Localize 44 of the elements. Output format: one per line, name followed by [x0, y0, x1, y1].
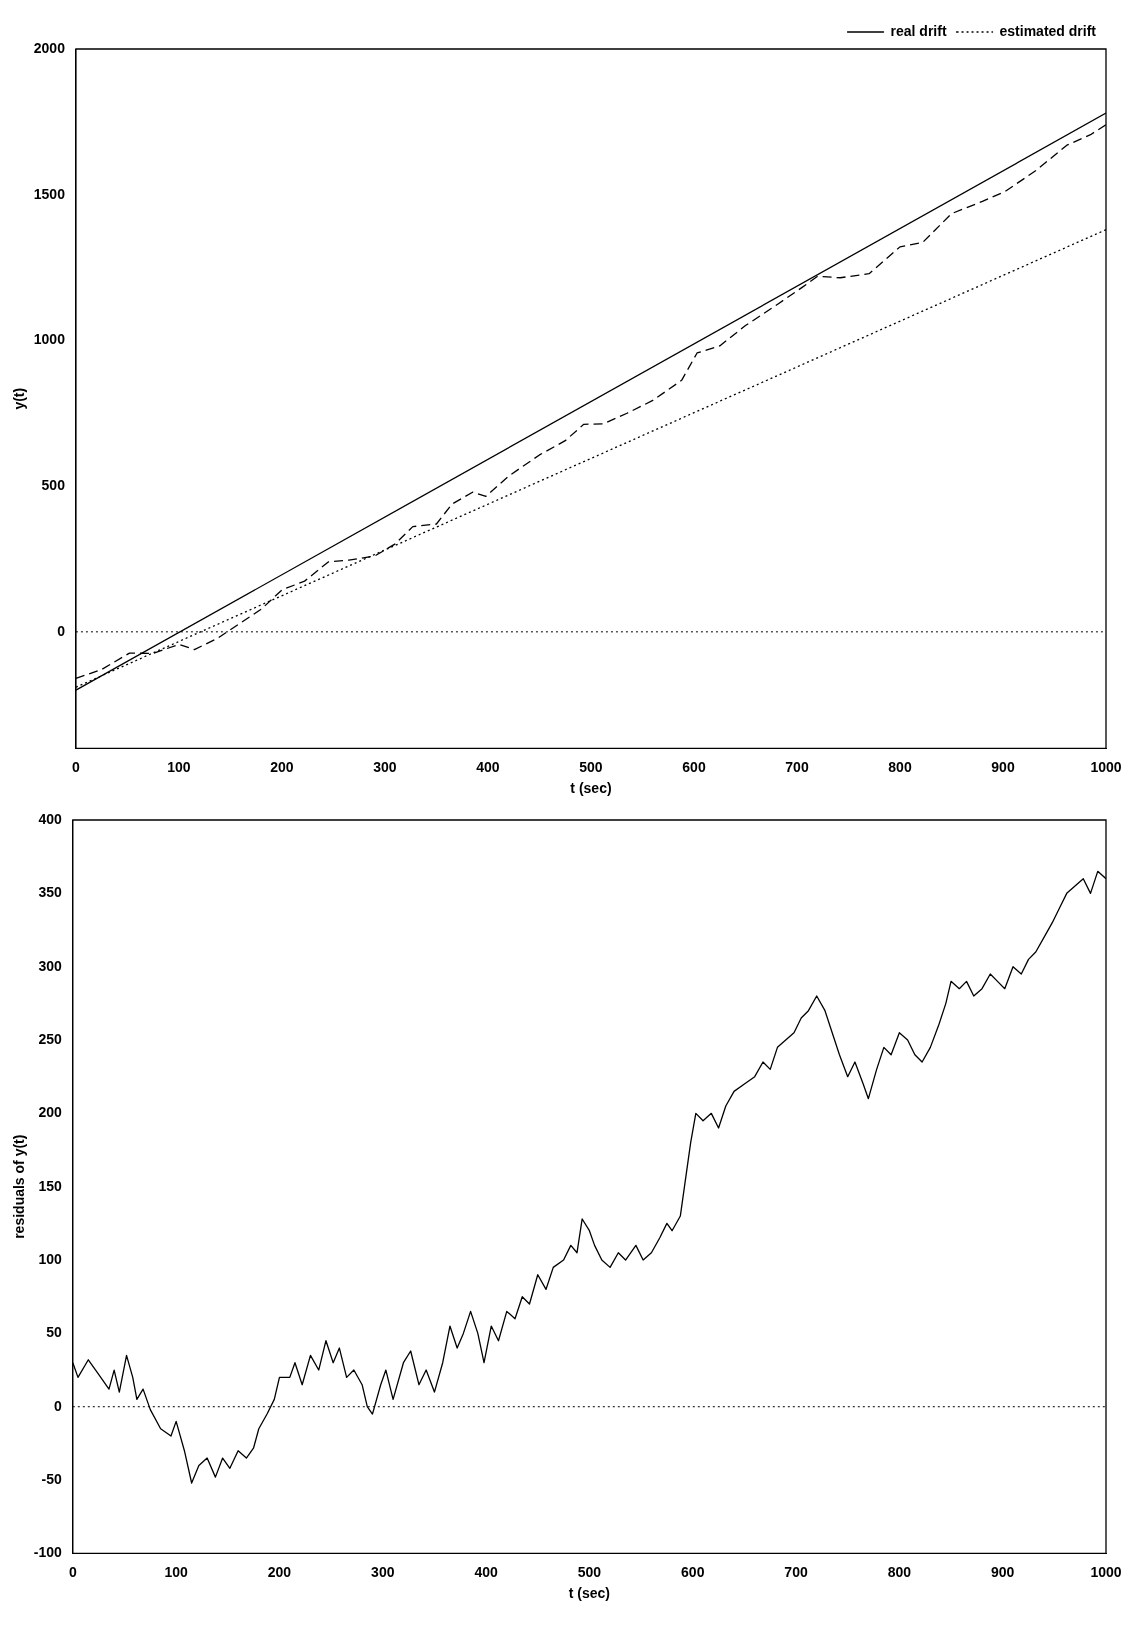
x-tick-label: 900: [991, 1563, 1015, 1580]
x-tick-label: 600: [682, 758, 706, 775]
y-axis-title: y(t): [11, 387, 28, 410]
x-axis-title: t (sec): [570, 780, 612, 797]
y-tick-label: 1000: [33, 331, 66, 348]
x-tick-label: 1000: [1090, 758, 1122, 775]
legend-label: estimated drift: [999, 22, 1097, 39]
y-tick-label: 0: [57, 622, 66, 639]
x-tick-label: 200: [270, 758, 294, 775]
x-tick-label: 500: [577, 1563, 602, 1580]
x-axis-title: t (sec): [568, 1585, 611, 1602]
legend-label: real drift: [890, 22, 947, 39]
y-tick-label: 500: [41, 476, 66, 493]
x-tick-label: 500: [579, 758, 603, 775]
x-tick-label: 100: [164, 1563, 189, 1580]
x-tick-label: 400: [476, 758, 500, 775]
y-tick-label: 0: [54, 1397, 63, 1414]
x-tick-label: 200: [267, 1563, 292, 1580]
y-tick-label: 200: [38, 1104, 63, 1121]
y-tick-label: 250: [38, 1030, 63, 1047]
x-tick-label: 600: [681, 1563, 705, 1580]
y-tick-label: -50: [41, 1470, 63, 1487]
y-tick-label: 100: [38, 1250, 63, 1267]
x-tick-label: 400: [474, 1563, 498, 1580]
y-tick-label: 300: [38, 957, 63, 974]
y-tick-label: 150: [38, 1177, 63, 1194]
x-tick-label: 900: [991, 758, 1015, 775]
x-tick-label: 800: [887, 1563, 912, 1580]
y-tick-label: 400: [38, 810, 63, 827]
x-tick-label: 300: [371, 1563, 395, 1580]
x-tick-label: 1000: [1090, 1563, 1122, 1580]
y-tick-label: -100: [33, 1544, 63, 1561]
x-tick-label: 700: [785, 758, 809, 775]
y-tick-label: 2000: [33, 39, 66, 56]
x-tick-label: 800: [888, 758, 912, 775]
y-tick-label: 350: [38, 884, 63, 901]
x-tick-label: 0: [72, 758, 81, 775]
x-tick-label: 100: [167, 758, 191, 775]
x-tick-label: 300: [373, 758, 397, 775]
y-axis-title: residuals of y(t): [11, 1134, 28, 1239]
y-tick-label: 1500: [33, 185, 66, 202]
x-tick-label: 0: [68, 1563, 77, 1580]
x-tick-label: 700: [784, 1563, 808, 1580]
y-tick-label: 50: [46, 1324, 63, 1341]
